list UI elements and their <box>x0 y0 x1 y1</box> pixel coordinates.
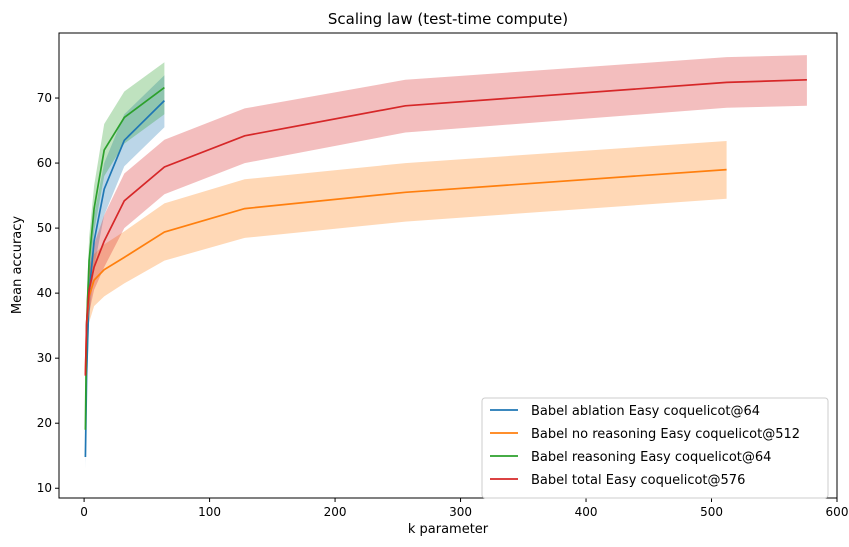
series-lines <box>84 78 807 458</box>
legend: Babel ablation Easy coquelicot@64 Babel n… <box>481 397 829 499</box>
y-tick-label: 20 <box>37 416 52 430</box>
confidence-bands <box>85 55 807 469</box>
x-tick-label: 600 <box>826 505 849 519</box>
x-axis-label: k parameter <box>408 522 489 537</box>
y-axis: 10 20 30 40 50 60 70 <box>37 91 59 495</box>
x-tick-label: 200 <box>324 505 347 519</box>
legend-label: Babel reasoning Easy coquelicot@64 <box>531 450 771 465</box>
line-babel-total-easy-coquelicot-576 <box>84 78 807 376</box>
y-tick-label: 50 <box>37 221 52 235</box>
y-tick-label: 60 <box>37 156 52 170</box>
legend-label: Babel total Easy coquelicot@576 <box>531 473 745 488</box>
legend-label: Babel ablation Easy coquelicot@64 <box>531 404 760 419</box>
band-babel-ablation-easy-coquelicot-64 <box>85 75 165 469</box>
x-tick-label: 500 <box>700 505 723 519</box>
y-tick-label: 40 <box>37 286 52 300</box>
chart-title: Scaling law (test-time compute) <box>328 10 568 28</box>
y-tick-label: 10 <box>37 481 52 495</box>
x-tick-label: 400 <box>575 505 598 519</box>
y-tick-label: 70 <box>37 91 52 105</box>
x-tick-label: 300 <box>449 505 472 519</box>
y-tick-label: 30 <box>37 351 52 365</box>
plot-area-frame <box>58 32 838 499</box>
band-babel-reasoning-easy-coquelicot-64 <box>85 62 165 443</box>
y-axis-label: Mean accuracy <box>10 216 25 315</box>
band-babel-total-easy-coquelicot-576 <box>85 55 807 391</box>
x-tick-label: 0 <box>80 505 88 519</box>
legend-label: Babel no reasoning Easy coquelicot@512 <box>531 427 800 442</box>
x-tick-label: 100 <box>198 505 221 519</box>
x-axis: 0 100 200 300 400 500 600 <box>80 498 848 519</box>
band-babel-no-reasoning-easy-coquelicot-512 <box>85 141 727 398</box>
legend-box <box>481 397 829 499</box>
